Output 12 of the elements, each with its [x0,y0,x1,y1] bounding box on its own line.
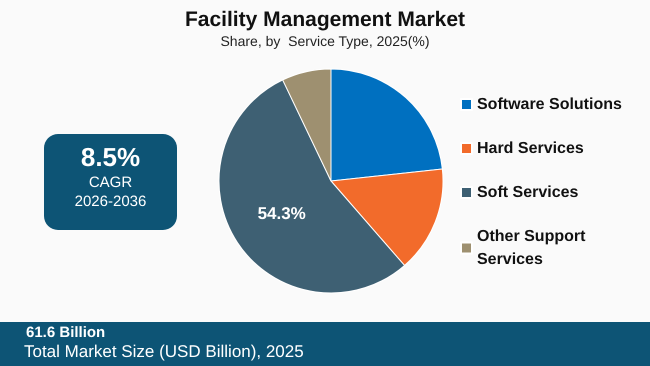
data-label: 54.3% [258,204,306,223]
legend-label: Soft Services [477,184,578,201]
text: CAGR [88,173,134,192]
text: 8.5% [80,142,142,173]
text: Total Market Size (USD Billion), 2025 [24,342,304,362]
legend-label: Hard Services [477,140,584,157]
chart-subtitle: Share, by Service Type, 2025(%) [220,33,430,49]
legend-label: Software Solutions [477,96,622,113]
chart-title: Facility Management Market [184,8,466,31]
text: 61.6 Billion [26,324,106,341]
legend-label: Other Support Services [477,228,590,268]
text: 2026-2036 [74,192,148,211]
